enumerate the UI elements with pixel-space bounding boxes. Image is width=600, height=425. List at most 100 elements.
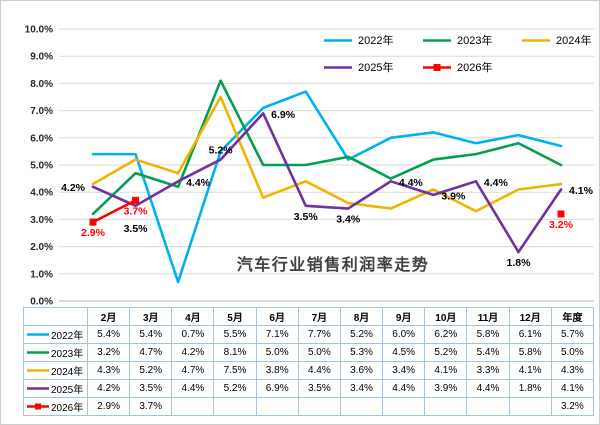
table-cell: 3.6% [339,361,384,380]
table-cell: 4.5% [382,343,426,362]
table-header-cell: 5月 [213,307,257,326]
table-cell: 0.7% [171,325,215,344]
legend-row: 2022年 2023年 2024年 [323,32,600,48]
y-axis-label: 0.0% [30,297,53,308]
table-cell: 5.4% [86,325,131,344]
series-line-icon [27,387,49,390]
table-cell: 4.4% [171,379,215,398]
table-header-cell: 7月 [297,307,341,326]
table-cell: 5.0% [297,343,341,362]
legend-line-icon [522,38,550,42]
legend-item-2023年: 2023年 [422,32,521,48]
table-header-cell: 3月 [129,307,173,326]
table-cell: 6.1% [508,325,552,344]
data-point-marker [557,210,565,218]
legend-line-icon [423,38,451,42]
table-cell: 5.4% [466,343,510,362]
table-cell: 5.4% [129,325,173,344]
table-cell [297,397,341,416]
table-cell [339,397,384,416]
table-row: 2023年 3.2% 4.7% 4.2% 8.1% 5.0% 5.0% 5.3% 4.5% 5.2… [23,343,595,362]
table-cell: 4.4% [382,379,426,398]
table-cell: 3.7% [129,397,173,416]
series-line-2022年 [91,90,563,284]
table-header-cell: 6月 [255,307,299,326]
series-label-cell: 2025年 [23,379,88,398]
table-cell: 5.2% [213,379,257,398]
data-label: 3.5% [124,223,149,235]
data-label: 2.9% [81,227,106,239]
legend-item-2025年: 2025年 [323,59,422,75]
legend-label: 2024年 [556,35,592,47]
series-line-icon [27,403,49,410]
legend-item-2024年: 2024年 [521,32,600,48]
legend-row: 2025年 2026年 [323,59,600,75]
table-cell: 4.1% [508,361,552,380]
data-label: 4.2% [61,182,86,194]
legend-line-icon [324,65,352,69]
table-cell [255,397,299,416]
table-header-cell: 8月 [339,307,384,326]
data-label: 5.2% [209,145,234,157]
data-label: 3.2% [549,219,574,231]
legend-label: 2026年 [457,62,493,74]
table-cell [424,397,468,416]
series-line-icon [27,333,49,336]
data-point-marker [132,196,140,204]
table-cell: 4.1% [550,379,595,398]
y-axis-label: 2.0% [30,242,53,253]
table-cell: 8.1% [213,343,257,362]
table-cell: 4.2% [86,379,131,398]
table-cell: 3.8% [255,361,299,380]
chart-legend: 2022年 2023年 2024年 2025年 2026年 [323,32,600,75]
y-axis-label: 10.0% [25,25,53,36]
series-line-2026年 [91,199,137,224]
table-cell: 1.8% [508,379,552,398]
series-label: 2023年 [51,349,84,360]
y-axis-label: 1.0% [30,269,53,280]
table-header-cell: 4月 [171,307,215,326]
line-chart: 0.0% 1.0% 2.0% 3.0% 4.0% 5.0% 6.0% 7.0% 8.0% 9.0%… [25,25,594,308]
table-cell: 3.2% [86,343,131,362]
y-axis-label: 6.0% [30,133,53,144]
table-row: 2026年 2.9% 3.7% 3.2% [23,397,595,416]
legend-label: 2025年 [358,62,394,74]
y-axis-label: 3.0% [30,215,53,226]
table-header-cell: 2月 [86,307,131,326]
y-axis-label: 5.0% [30,161,53,172]
table-header-cell: 9月 [382,307,426,326]
data-label: 4.4% [399,177,424,189]
table-cell [382,397,426,416]
table-cell: 4.7% [171,361,215,380]
data-label: 4.1% [569,185,594,197]
series-label: 2025年 [51,385,84,396]
table-corner-cell [23,307,88,326]
table-cell: 3.2% [550,397,595,416]
table-cell: 3.4% [382,361,426,380]
table-cell: 5.8% [508,343,552,362]
table-row: 2024年 4.3% 5.2% 4.7% 7.5% 3.8% 4.4% 3.6% 3.4% 4.1… [23,361,595,380]
table-cell: 5.8% [466,325,510,344]
table-cell: 7.1% [255,325,299,344]
table-cell: 4.3% [86,361,131,380]
legend-label: 2022年 [358,35,394,47]
series-line-2024年 [91,95,563,213]
data-point-marker [89,218,97,226]
table-cell: 2.9% [86,397,131,416]
legend-label: 2023年 [457,35,493,47]
chart-title: 汽车行业销售利润率走势 [236,257,430,274]
series-line-icon [27,369,49,372]
table-cell [466,397,510,416]
data-label: 4.4% [186,177,211,189]
series-label: 2026年 [51,403,84,414]
y-axis-label: 9.0% [30,52,53,63]
table-cell: 4.1% [424,361,468,380]
table-header-cell: 年度 [550,307,595,326]
table-row: 2022年 5.4% 5.4% 0.7% 5.5% 7.1% 7.7% 5.2% 6.0% 6.2… [23,325,595,344]
series-label: 2024年 [51,367,84,378]
table-cell: 4.3% [550,361,595,380]
table-cell: 5.2% [424,343,468,362]
y-axis-label: 4.0% [30,188,53,199]
y-axis-label: 7.0% [30,106,53,117]
table-cell: 4.4% [466,379,510,398]
